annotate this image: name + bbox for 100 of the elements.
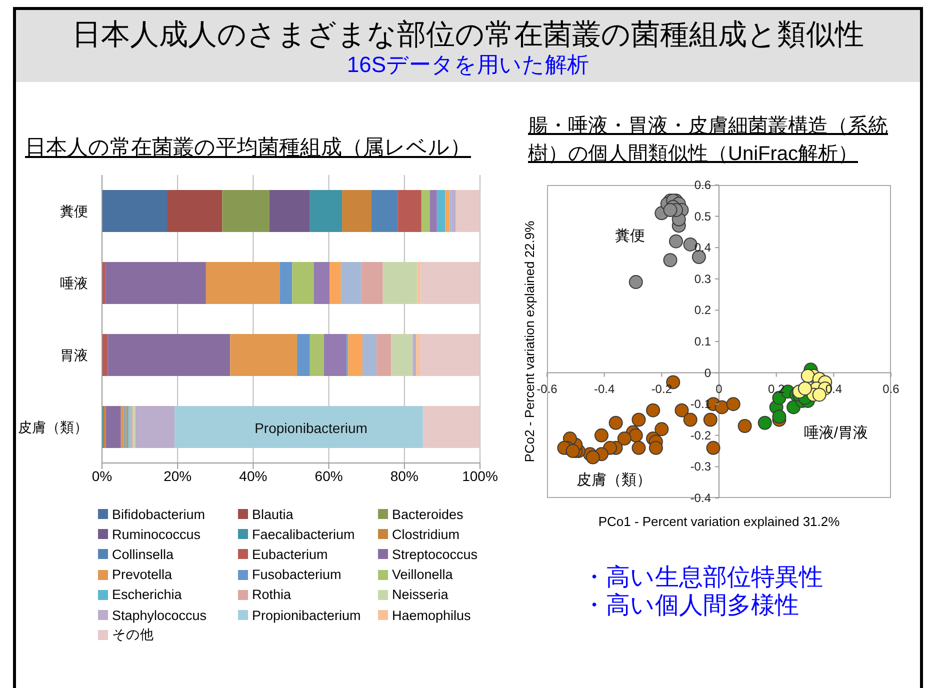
legend-label: Escherichia — [112, 587, 182, 602]
y-tick-label: 0.5 — [694, 209, 712, 224]
x-tick-label: -0.6 — [536, 382, 558, 396]
y-tick-label: 糞便 — [60, 202, 88, 219]
bar — [348, 334, 362, 376]
point — [663, 253, 678, 268]
bar — [430, 190, 437, 232]
bar — [135, 406, 175, 448]
y-tick-label: -0.2 — [690, 428, 712, 442]
bar — [340, 262, 362, 304]
point — [628, 275, 643, 290]
x-tick-label: 0.6 — [882, 382, 900, 396]
bar — [362, 334, 376, 376]
point — [669, 234, 683, 248]
bar — [108, 334, 230, 376]
y-axis-title: PCo2 - Percent variation explained 22.9% — [522, 220, 538, 462]
y-tick-label: 0.3 — [694, 272, 712, 286]
y-tick-label: -0.4 — [690, 491, 712, 505]
x-tick-label: 0 — [716, 382, 723, 396]
annotation: Propionibacterium — [254, 420, 368, 436]
bar — [398, 190, 422, 232]
bar — [297, 334, 310, 376]
point — [714, 400, 729, 414]
bar — [420, 262, 480, 304]
bar — [456, 190, 480, 232]
point — [594, 428, 608, 442]
bar — [106, 406, 121, 448]
y-tick-label: -0.3 — [690, 460, 712, 474]
point — [566, 444, 580, 458]
x-tick-label: 40% — [239, 468, 268, 484]
legend-label: その他 — [112, 626, 154, 644]
bar — [174, 406, 423, 448]
bar — [269, 190, 310, 232]
bar — [292, 262, 314, 304]
legend-label: Veillonella — [392, 567, 453, 582]
point — [632, 412, 646, 427]
annotation: 唾液/胃液 — [804, 424, 868, 442]
y-tick-label: 胃液 — [60, 346, 88, 363]
legend-label: Propionibacterium — [252, 608, 361, 623]
bar — [206, 262, 280, 304]
x-tick-label: 80% — [390, 468, 418, 484]
legend-label: Rothia — [252, 587, 292, 602]
bar — [391, 334, 413, 376]
y-tick-label: 0.1 — [694, 334, 712, 348]
point — [703, 412, 718, 427]
text: 日本人成人のさまざまな部位の常在菌叢の菌種組成と類似性 — [72, 19, 864, 51]
bar — [416, 334, 420, 376]
bar — [314, 262, 330, 304]
bar — [167, 190, 222, 232]
bar — [436, 190, 446, 232]
point — [706, 440, 720, 455]
x-tick-label: 60% — [314, 468, 343, 484]
legend-label: Haemophilus — [392, 608, 471, 623]
legend-label: Streptococcus — [392, 546, 478, 562]
y-tick-label: 0.6 — [694, 178, 712, 192]
point — [628, 428, 643, 442]
bar — [382, 262, 418, 304]
point — [648, 440, 663, 455]
point — [617, 432, 632, 446]
point — [772, 410, 786, 424]
bar — [102, 190, 168, 232]
point — [683, 412, 698, 427]
annotation: 皮膚（類） — [576, 472, 652, 488]
bar — [132, 406, 136, 448]
bar — [376, 334, 392, 376]
legend-label: Prevotella — [112, 567, 172, 582]
point — [586, 450, 600, 464]
point — [812, 388, 826, 402]
legend-label: Neisseria — [392, 587, 448, 602]
legend-label: Collinsella — [112, 546, 174, 562]
legend-label: Bifidobacterium — [112, 506, 206, 522]
y-tick-label: 0 — [704, 366, 712, 380]
legend-label: Ruminococcus — [112, 526, 201, 542]
bar — [105, 262, 206, 304]
text: ・高い個人間多様性 — [582, 592, 799, 619]
x-axis-title: PCo1 - Percent variation explained 31.2% — [598, 514, 840, 529]
text: 16Sデータを用いた解析 — [346, 52, 590, 77]
point — [800, 368, 815, 383]
bar — [280, 262, 292, 304]
bar — [342, 190, 372, 232]
bar — [330, 262, 341, 304]
legend-label: Clostridium — [392, 526, 460, 542]
text: ・高い生息部位特異性 — [582, 564, 823, 591]
y-tick-label: 唾液 — [60, 274, 88, 291]
point — [726, 397, 740, 412]
bar — [421, 190, 430, 232]
y-tick-label: 皮膚（類） — [18, 418, 88, 435]
bar — [452, 190, 456, 232]
legend-label: Bacteroides — [392, 506, 464, 522]
point — [632, 440, 646, 455]
bar — [222, 190, 270, 232]
bar — [310, 190, 342, 232]
legend-label: Staphylococcus — [112, 608, 207, 623]
bar — [372, 190, 398, 232]
point — [663, 203, 678, 218]
bar — [120, 406, 124, 448]
bar — [417, 262, 420, 304]
point — [646, 403, 660, 418]
x-tick-label: 100% — [462, 468, 498, 484]
x-tick-label: 20% — [164, 468, 192, 484]
